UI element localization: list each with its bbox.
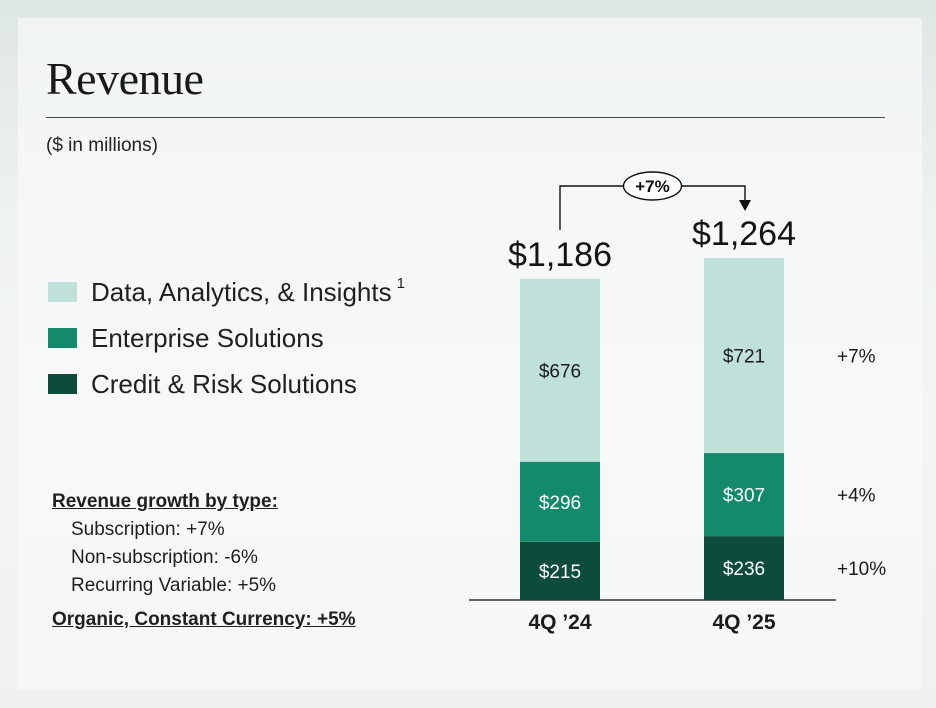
segment-value-label: $215 [539, 562, 581, 583]
legend-label-es: Enterprise Solutions [91, 323, 324, 353]
growth-item-non-subscription: Non-subscription: -6% [71, 547, 258, 568]
footnote-marker: 1 [396, 275, 405, 292]
organic-growth: Organic, Constant Currency: +5% [52, 609, 356, 630]
segment-growth-label: +10% [837, 559, 886, 580]
category-label: 4Q ’24 [528, 611, 591, 634]
title-divider [46, 117, 885, 118]
bar-segment [704, 258, 784, 454]
legend-swatch-crs [48, 374, 77, 394]
segment-value-label: $676 [539, 361, 581, 382]
units-note: ($ in millions) [46, 135, 158, 156]
segment-value-label: $721 [723, 347, 765, 368]
legend-swatch-es [48, 328, 77, 348]
bar-total-label: $1,186 [508, 236, 612, 274]
segment-value-label: $307 [723, 486, 765, 507]
growth-heading: Revenue growth by type: [52, 491, 278, 512]
bar-segment [704, 453, 784, 537]
total-change-label: +7% [635, 177, 670, 196]
growth-by-type-panel: Revenue growth by type: Subscription: +7… [52, 491, 356, 631]
category-label: 4Q ’25 [712, 611, 775, 634]
change-arrowhead [739, 200, 751, 211]
segment-value-label: $236 [723, 559, 765, 580]
bar-segment [704, 536, 784, 600]
segment-growth-label: +4% [837, 486, 876, 507]
bar-segment [520, 278, 600, 462]
segment-value-label: $296 [539, 493, 581, 514]
segment-growth-label: +7% [837, 347, 876, 368]
legend-label-dai: Data, Analytics, & Insights 1 [91, 275, 405, 307]
growth-item-subscription: Subscription: +7% [71, 519, 225, 540]
bar-segment [520, 461, 600, 542]
change-pill [622, 171, 683, 201]
growth-item-recurring-variable: Recurring Variable: +5% [71, 575, 277, 596]
bar-total-label: $1,264 [692, 215, 796, 253]
bar-segment [520, 541, 600, 600]
legend-swatch-dai [48, 282, 77, 302]
legend-label-crs: Credit & Risk Solutions [91, 369, 357, 399]
slide-title: Revenue [46, 53, 204, 104]
